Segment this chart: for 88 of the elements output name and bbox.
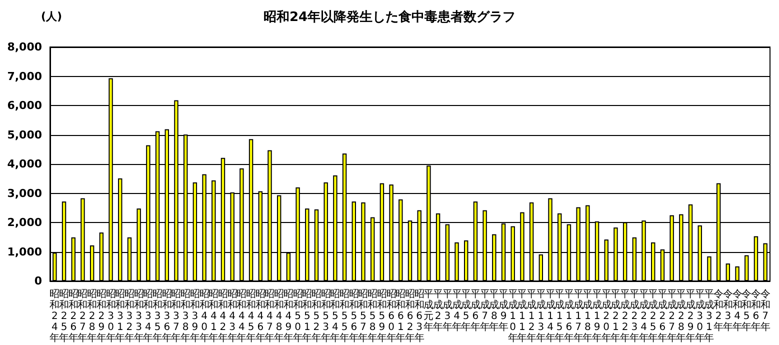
x-tick-label: 令和4年 [732,288,742,333]
x-tick-label: 昭和43年 [227,289,238,344]
x-tick-label: 平成元年 [424,289,434,333]
x-tick-label: 平成12年 [526,289,537,344]
x-tick-label: 昭和57年 [358,289,368,344]
x-tick-label: 昭和27年 [78,289,88,344]
x-tick-label: 昭和47年 [264,289,275,344]
x-tick-label: 昭和46年 [255,289,266,344]
x-tick-label: 平成25年 [648,289,658,344]
x-tick-label: 平成3年 [442,289,452,333]
x-tick-label: 昭和63年 [414,289,424,344]
y-tick-label: 2,000 [7,216,42,229]
x-tick-label: 昭和39年 [190,289,200,344]
x-tick-label: 平成4年 [452,289,462,333]
x-tick-label: 平成31年 [704,289,714,344]
x-tick-label: 平成10年 [508,289,518,344]
x-tick-label: 昭和53年 [320,289,331,344]
x-tick-label: 平成24年 [638,289,649,344]
x-tick-label: 昭和58年 [368,289,378,344]
x-tick-label: 昭和60年 [386,289,396,344]
x-tick-label: 昭和35年 [152,289,163,344]
x-tick-label: 昭和48年 [274,289,284,344]
x-tick-label: 昭和28年 [87,289,98,344]
x-tick-label: 平成27年 [666,289,677,344]
x-tick-label: 昭和25年 [59,289,70,344]
x-tick-label: 昭和50年 [292,289,303,344]
y-tick-label: 0 [34,274,42,288]
x-tick-label: 平成18年 [582,289,593,344]
x-tick-label: 平成11年 [517,289,528,344]
chart-title: 昭和24年以降発生した食中毒患者数グラフ [263,9,516,25]
x-tick-label: 昭和56年 [348,289,359,344]
x-tick-label: 平成20年 [601,289,612,344]
x-tick-label: 昭和41年 [208,289,219,344]
x-tick-label: 平成28年 [676,289,686,344]
x-tick-label: 昭和30年 [106,289,116,344]
x-tick-label: 昭和31年 [115,289,126,344]
x-tick-label: 平成26年 [657,289,668,344]
x-tick-label: 平成29年 [686,289,696,344]
y-tick-label: 7,000 [7,70,42,83]
x-tick-label: 昭和54年 [330,289,340,344]
x-tick-label: 昭和40年 [199,289,210,344]
x-tick-label: 昭和52年 [311,289,322,344]
x-tick-label: 昭和24年 [50,289,60,344]
x-tick-label: 昭和61年 [396,289,406,344]
x-tick-label: 平成7年 [480,289,490,333]
x-tick-label: 平成13年 [536,289,546,344]
x-tick-label: 平成14年 [545,289,556,344]
x-tick-label: 平成2年 [433,289,444,333]
x-tick-label: 昭和33年 [134,289,144,344]
x-tick-label: 昭和55年 [340,289,350,344]
x-tick-label: 昭和37年 [171,289,182,344]
x-tick-label: 令和2年 [714,288,724,333]
x-tick-label: 昭和59年 [376,289,387,344]
y-tick-label: 8,000 [7,40,42,54]
y-axis-title: (人) [41,10,62,23]
x-tick-label: 昭和32年 [124,289,134,344]
x-tick-label: 昭和34年 [143,289,154,344]
x-tick-label: 昭和45年 [246,289,256,344]
y-tick-label: 6,000 [7,99,42,112]
x-tick-label: 昭和44年 [236,289,247,344]
x-tick-label: 昭和62年 [405,289,415,344]
x-tick-label: 令和6年 [750,288,761,333]
x-tick-label: 平成22年 [620,289,630,344]
x-tick-label: 昭和36年 [162,289,172,344]
x-tick-label: 昭和51年 [302,289,312,344]
x-tick-label: 平成6年 [470,289,480,333]
x-tick-label: 平成8年 [489,289,500,333]
x-tick-label: 平成15年 [554,289,565,344]
x-tick-label: 昭和26年 [68,289,78,344]
y-tick-label: 5,000 [7,128,42,142]
x-tick-label: 平成16年 [564,289,574,344]
x-tick-label: 昭和49年 [283,289,294,344]
x-tick-label: 昭和42年 [218,289,228,344]
x-tick-label: 平成21年 [610,289,621,344]
x-tick-label: 平成9年 [498,289,509,333]
x-tick-label: 昭和38年 [180,289,191,344]
x-tick-label: 令和7年 [760,288,770,333]
x-tick-label: 平成17年 [573,289,584,344]
x-tick-label: 令和3年 [722,288,733,333]
y-tick-label: 3,000 [7,186,42,200]
x-tick-label: 平成19年 [592,289,602,344]
x-tick-label: 平成23年 [629,289,640,344]
y-tick-label: 1,000 [7,245,42,258]
x-tick-label: 平成5年 [461,289,472,333]
x-tick-label: 令和5年 [742,288,752,333]
x-tick-label: 昭和29年 [96,289,106,344]
y-tick-label: 4,000 [7,158,42,170]
x-tick-label: 平成30年 [694,289,705,344]
